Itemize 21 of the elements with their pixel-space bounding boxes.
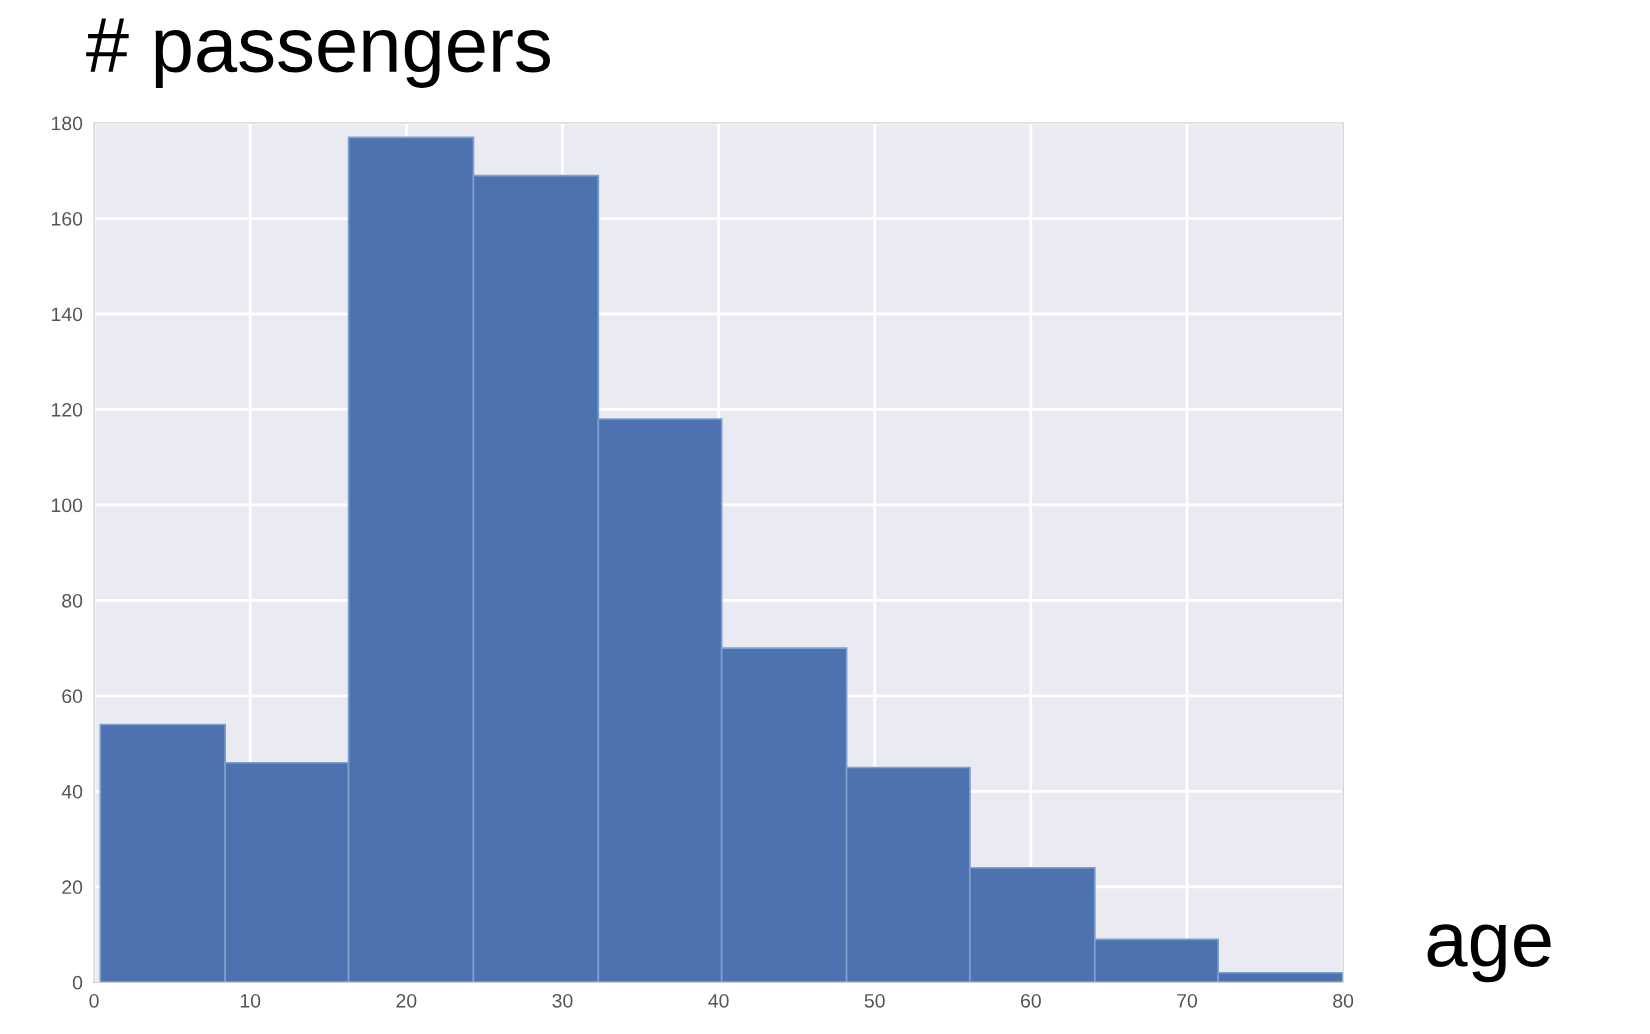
y-tick-label: 180	[51, 116, 83, 131]
y-tick-label: 20	[62, 880, 83, 895]
x-tick-label: 70	[1177, 993, 1198, 1008]
chart-title: # passengers	[86, 18, 550, 88]
y-tick-label: 80	[62, 593, 83, 608]
x-tick-label: 20	[396, 993, 417, 1008]
y-tick-label: 40	[61, 784, 83, 799]
y-tick-label: 60	[62, 689, 83, 704]
x-axis-title: age	[1427, 924, 1551, 983]
y-tick-label: 140	[51, 307, 83, 322]
x-tick-label: 60	[1021, 993, 1041, 1008]
y-tick-label: 100	[51, 498, 83, 513]
y-tick-label: 160	[51, 211, 83, 226]
x-tick-label: 10	[240, 993, 261, 1008]
x-tick-label: 50	[864, 993, 885, 1008]
x-tick-label: 0	[89, 993, 99, 1008]
y-tick-label: 0	[72, 975, 83, 990]
x-tick-label: 80	[1333, 993, 1354, 1008]
x-tick-label: 30	[552, 993, 573, 1008]
x-tick-label: 40	[708, 993, 729, 1008]
y-tick-label: 120	[51, 402, 83, 417]
